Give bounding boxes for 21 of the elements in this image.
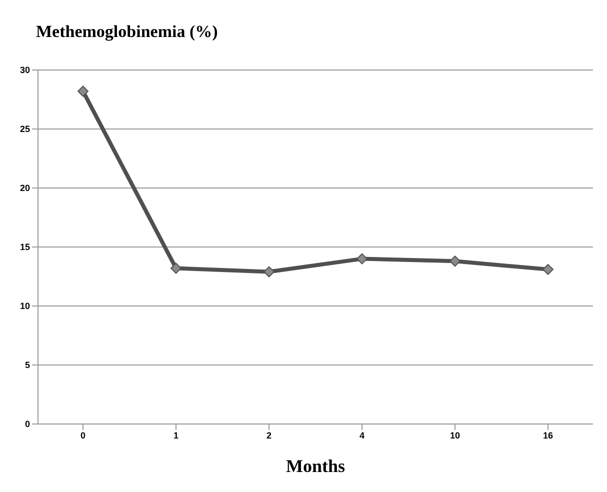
y-tick-label: 0: [24, 419, 30, 430]
x-tick-label: 0: [80, 430, 86, 440]
point: [264, 266, 274, 278]
point: [356, 253, 368, 264]
y-tick-label: 10: [20, 301, 30, 312]
chart-title: Methemoglobinemia (%): [36, 22, 218, 42]
y-tick-label: 5: [24, 360, 30, 370]
y-tick-label: 30: [20, 65, 30, 76]
point: [542, 264, 554, 275]
y-tick-label: 15: [20, 242, 30, 252]
point: [170, 262, 182, 274]
x-axis-title: Months: [286, 456, 346, 476]
point: [78, 86, 88, 97]
y-tick-label: 20: [20, 183, 30, 194]
x-tick-label: 2: [266, 430, 272, 440]
x-tick-label: 10: [450, 430, 460, 440]
y-tick-label: 25: [20, 124, 30, 134]
x-tick-label: 1: [173, 430, 179, 440]
point: [450, 256, 460, 267]
x-tick-label: 16: [542, 430, 554, 440]
x-tick-label: 4: [359, 430, 365, 440]
